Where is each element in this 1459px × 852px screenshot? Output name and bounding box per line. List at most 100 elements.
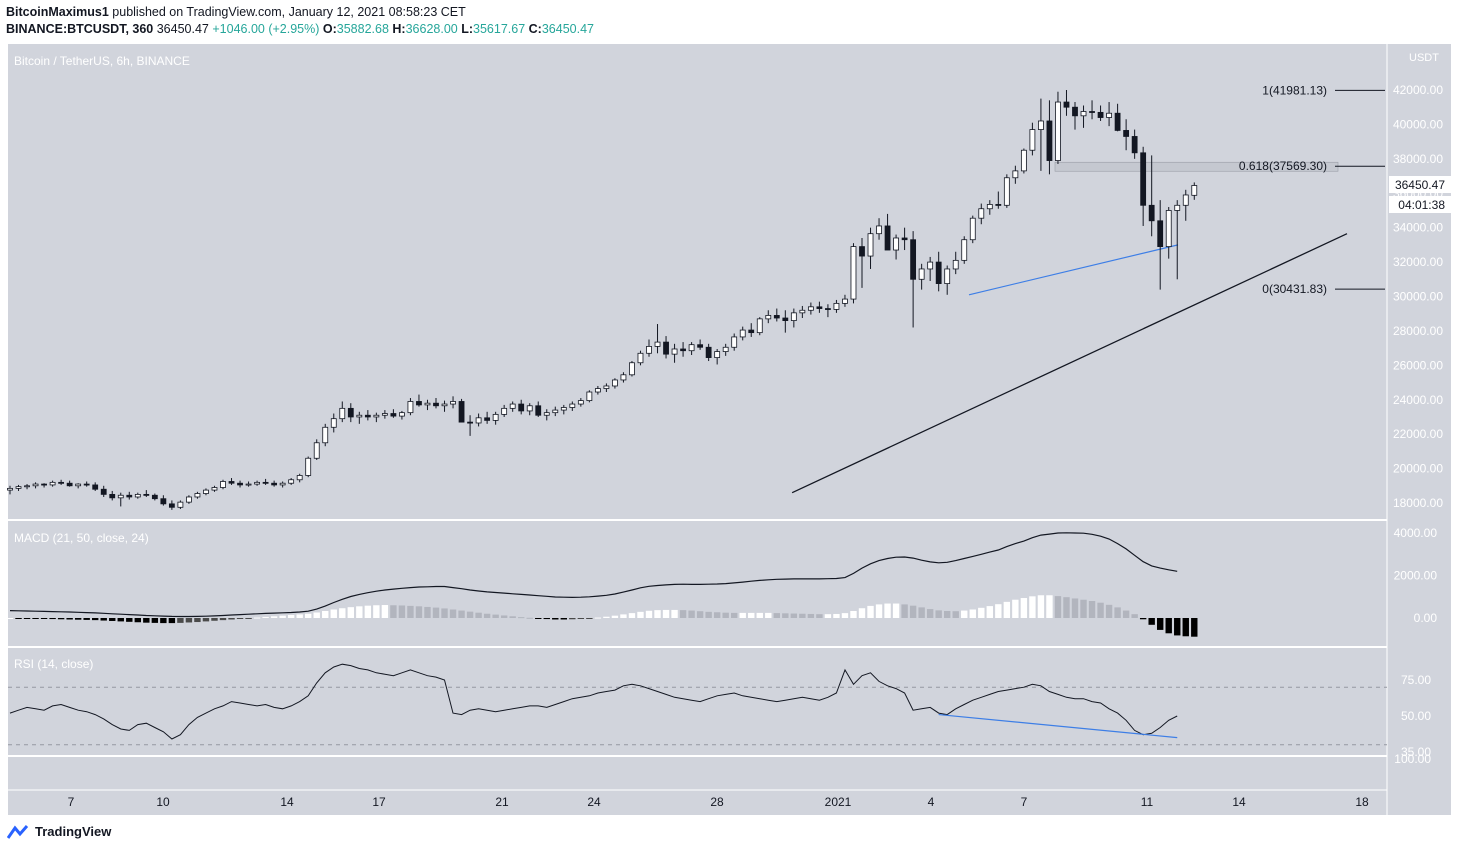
macd-histogram-bar [594, 617, 602, 619]
macd-histogram-bar [1012, 599, 1019, 618]
candle-up [543, 412, 550, 416]
macd-histogram-bar [1157, 618, 1164, 630]
candle-up [807, 306, 814, 311]
time-tick-label: 21 [495, 795, 509, 809]
candle-up [714, 351, 721, 358]
candle-up [1191, 185, 1198, 196]
open-value: 35882.68 [336, 22, 389, 36]
macd-histogram-bar [1054, 596, 1062, 618]
macd-histogram-bar [773, 613, 780, 618]
macd-histogram-bar [620, 614, 627, 618]
macd-histogram-bar [339, 608, 346, 618]
macd-histogram-bar [816, 614, 823, 618]
macd-histogram-bar [373, 605, 380, 618]
candle-up [15, 486, 22, 489]
price-divergence-line [968, 244, 1179, 296]
price-axis-bg [1387, 44, 1451, 815]
rsi-tick-label: 75.00 [1401, 673, 1431, 687]
candle-up [407, 401, 414, 414]
macd-histogram-bar [1071, 598, 1079, 618]
open-label: O: [322, 22, 337, 36]
candle-up [629, 362, 635, 376]
time-tick-label: 2021 [825, 795, 852, 809]
macd-histogram-bar [466, 611, 474, 618]
candle-up [978, 208, 985, 219]
candle-up [177, 501, 184, 508]
candle-down [1131, 136, 1138, 154]
candle-up [492, 413, 499, 421]
time-axis-bg [8, 757, 1387, 815]
candle-up [32, 483, 39, 487]
candle-up [876, 225, 882, 235]
macd-histogram-bar [356, 606, 363, 618]
candle-down [433, 402, 439, 407]
macd-histogram-bar [944, 610, 951, 618]
candle-up [1080, 111, 1087, 117]
macd-histogram-bar [83, 618, 90, 620]
candle-up [441, 403, 448, 407]
macd-histogram-bar [1088, 601, 1096, 618]
candle-down [1097, 111, 1104, 118]
time-tick-label: 4 [928, 795, 935, 809]
candle-down [859, 246, 865, 257]
time-tick-label: 18 [1355, 795, 1369, 809]
candle-up [654, 341, 661, 347]
macd-histogram-bar [739, 612, 746, 618]
candle-up [279, 482, 286, 486]
candle-up [969, 217, 976, 241]
trendlines [791, 233, 1348, 494]
rsi-tick-label: 50.00 [1401, 709, 1431, 723]
macd-histogram-bar [74, 618, 82, 620]
candle-up [646, 346, 652, 354]
candle-up [986, 204, 993, 210]
candle-down [467, 421, 473, 424]
time-tick-label: 14 [1232, 795, 1246, 809]
main-panel-title: Bitcoin / TetherUS, 6h, BINANCE [14, 54, 190, 68]
candle-down [697, 344, 704, 348]
macd-histogram-bar [696, 611, 704, 618]
macd-histogram-bar [441, 608, 448, 618]
price-tick-label: 22000.00 [1393, 427, 1443, 441]
candle-up [620, 374, 627, 381]
close-value: 36450.47 [541, 22, 594, 36]
macd-histogram-bar [662, 609, 670, 618]
candle-up [211, 487, 218, 491]
macd-histogram-bar [1037, 595, 1045, 618]
candle-down [100, 488, 107, 495]
candle-up [1003, 177, 1010, 206]
candle-down [143, 493, 150, 496]
candle-down [663, 341, 669, 355]
macd-histogram-bar [262, 616, 269, 618]
macd-histogram-bar [330, 609, 337, 618]
macd-histogram-bar [526, 617, 533, 619]
candle-down [773, 315, 780, 319]
time-ticks: 7 10 14 17 21 24 28 2021 4 7 11 14 18 [68, 795, 1369, 809]
macd-histogram-bar [569, 618, 576, 620]
macd-histogram-bar [398, 605, 406, 618]
macd-histogram-bar [782, 613, 789, 618]
candle-up [688, 344, 695, 352]
candle-down [825, 308, 831, 310]
price-tick-label: 30000.00 [1393, 290, 1443, 304]
candle-up [509, 403, 516, 409]
candles [7, 90, 1198, 510]
macd-histogram-bar [492, 614, 499, 618]
macd-histogram-bar [850, 610, 857, 618]
candle-up [893, 237, 899, 251]
macd-histogram-bar [1165, 618, 1172, 634]
candle-down [1114, 112, 1121, 131]
macd-histogram-bar [49, 618, 56, 620]
candle-up [961, 239, 968, 261]
rsi-line [9, 663, 1178, 740]
rsi-divergence-line [938, 713, 1178, 739]
author-name[interactable]: BitcoinMaximus1 [6, 5, 109, 19]
macd-histogram-bar [202, 618, 210, 622]
high-label: H: [392, 22, 406, 36]
macd-histogram-bar [961, 610, 968, 618]
macd-histogram-bar [1114, 607, 1121, 618]
tradingview-logo[interactable]: TradingView [7, 824, 111, 839]
ascending-support-line [791, 233, 1348, 494]
macd-histogram-bar [952, 611, 959, 618]
candle-down [782, 317, 789, 321]
